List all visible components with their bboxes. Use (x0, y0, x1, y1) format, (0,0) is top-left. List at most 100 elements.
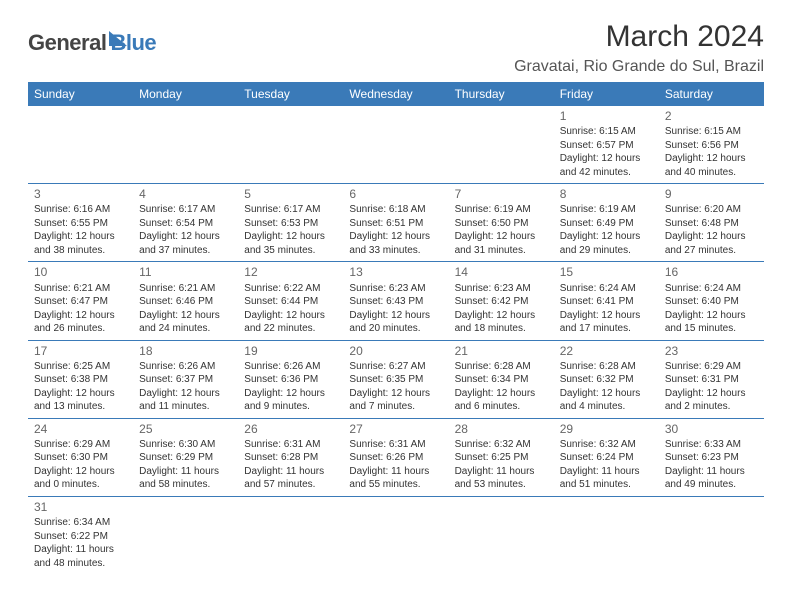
daylight-text: Daylight: 12 hours (244, 309, 337, 323)
sunrise-text: Sunrise: 6:26 AM (139, 360, 232, 374)
sunrise-text: Sunrise: 6:19 AM (455, 203, 548, 217)
calendar-cell: 3Sunrise: 6:16 AMSunset: 6:55 PMDaylight… (28, 184, 133, 262)
daylight-text: Daylight: 12 hours (139, 309, 232, 323)
calendar-row: 24Sunrise: 6:29 AMSunset: 6:30 PM Dayligh… (28, 418, 764, 496)
weekday-header: Wednesday (343, 82, 448, 106)
daylight-text: and 13 minutes. (34, 400, 127, 414)
calendar-cell (28, 106, 133, 184)
location-subtitle: Gravatai, Rio Grande do Sul, Brazil (514, 58, 764, 76)
day-number: 28 (455, 421, 548, 437)
day-number: 6 (349, 186, 442, 202)
calendar-cell: 20Sunrise: 6:27 AMSunset: 6:35 PMDayligh… (343, 340, 448, 418)
day-number: 3 (34, 186, 127, 202)
day-number: 22 (560, 343, 653, 359)
calendar-row: 17Sunrise: 6:25 AMSunset: 6:38 PMDayligh… (28, 340, 764, 418)
daylight-text: Daylight: 12 hours (455, 309, 548, 323)
calendar-cell: 21Sunrise: 6:28 AMSunset: 6:34 PMDayligh… (449, 340, 554, 418)
daylight-text: and 58 minutes. (139, 478, 232, 492)
daylight-text: Daylight: 11 hours (349, 465, 442, 479)
daylight-text: and 6 minutes. (455, 400, 548, 414)
sunset-text: Sunset: 6:29 PM (139, 451, 232, 465)
sunset-text: Sunset: 6:31 PM (665, 373, 758, 387)
calendar-cell: 29Sunrise: 6:32 AMSunset: 6:24 PMDayligh… (554, 418, 659, 496)
calendar-cell: 18Sunrise: 6:26 AMSunset: 6:37 PMDayligh… (133, 340, 238, 418)
sunset-text: Sunset: 6:23 PM (665, 451, 758, 465)
calendar-cell: 16Sunrise: 6:24 AMSunset: 6:40 PMDayligh… (659, 262, 764, 340)
daylight-text: Daylight: 12 hours (349, 309, 442, 323)
daylight-text: and 20 minutes. (349, 322, 442, 336)
sunrise-text: Sunrise: 6:33 AM (665, 438, 758, 452)
day-number: 27 (349, 421, 442, 437)
day-number: 26 (244, 421, 337, 437)
daylight-text: and 31 minutes. (455, 244, 548, 258)
sunrise-text: Sunrise: 6:31 AM (349, 438, 442, 452)
weekday-header: Sunday (28, 82, 133, 106)
day-number: 7 (455, 186, 548, 202)
calendar-cell: 19Sunrise: 6:26 AMSunset: 6:36 PMDayligh… (238, 340, 343, 418)
calendar-cell (659, 496, 764, 574)
daylight-text: and 51 minutes. (560, 478, 653, 492)
sunset-text: Sunset: 6:34 PM (455, 373, 548, 387)
sunrise-text: Sunrise: 6:29 AM (34, 438, 127, 452)
calendar-cell (449, 496, 554, 574)
calendar-row: 1Sunrise: 6:15 AMSunset: 6:57 PMDaylight… (28, 106, 764, 184)
logo-text-blue: Blue (110, 30, 156, 56)
daylight-text: and 18 minutes. (455, 322, 548, 336)
logo: General Blue (28, 20, 156, 56)
sunset-text: Sunset: 6:57 PM (560, 139, 653, 153)
calendar-row: 3Sunrise: 6:16 AMSunset: 6:55 PMDaylight… (28, 184, 764, 262)
daylight-text: and 11 minutes. (139, 400, 232, 414)
daylight-text: Daylight: 12 hours (139, 230, 232, 244)
day-number: 15 (560, 264, 653, 280)
sunset-text: Sunset: 6:35 PM (349, 373, 442, 387)
daylight-text: and 49 minutes. (665, 478, 758, 492)
daylight-text: Daylight: 12 hours (34, 230, 127, 244)
daylight-text: and 2 minutes. (665, 400, 758, 414)
daylight-text: Daylight: 12 hours (455, 387, 548, 401)
weekday-header: Tuesday (238, 82, 343, 106)
day-number: 8 (560, 186, 653, 202)
day-number: 12 (244, 264, 337, 280)
daylight-text: Daylight: 11 hours (244, 465, 337, 479)
logo-text-general: General (28, 30, 106, 56)
calendar-cell (343, 496, 448, 574)
calendar-table: Sunday Monday Tuesday Wednesday Thursday… (28, 82, 764, 574)
sunrise-text: Sunrise: 6:32 AM (560, 438, 653, 452)
page-title: March 2024 (514, 20, 764, 54)
sunset-text: Sunset: 6:53 PM (244, 217, 337, 231)
sunrise-text: Sunrise: 6:20 AM (665, 203, 758, 217)
daylight-text: and 24 minutes. (139, 322, 232, 336)
sunset-text: Sunset: 6:30 PM (34, 451, 127, 465)
daylight-text: Daylight: 12 hours (244, 387, 337, 401)
sunrise-text: Sunrise: 6:24 AM (560, 282, 653, 296)
sunrise-text: Sunrise: 6:28 AM (560, 360, 653, 374)
day-number: 23 (665, 343, 758, 359)
day-number: 24 (34, 421, 127, 437)
calendar-cell (238, 496, 343, 574)
calendar-cell: 11Sunrise: 6:21 AMSunset: 6:46 PMDayligh… (133, 262, 238, 340)
sunset-text: Sunset: 6:51 PM (349, 217, 442, 231)
daylight-text: and 35 minutes. (244, 244, 337, 258)
daylight-text: and 9 minutes. (244, 400, 337, 414)
daylight-text: and 15 minutes. (665, 322, 758, 336)
daylight-text: Daylight: 11 hours (455, 465, 548, 479)
daylight-text: and 37 minutes. (139, 244, 232, 258)
sunrise-text: Sunrise: 6:28 AM (455, 360, 548, 374)
calendar-cell: 22Sunrise: 6:28 AMSunset: 6:32 PMDayligh… (554, 340, 659, 418)
day-number: 13 (349, 264, 442, 280)
sunrise-text: Sunrise: 6:29 AM (665, 360, 758, 374)
calendar-cell (343, 106, 448, 184)
sunset-text: Sunset: 6:43 PM (349, 295, 442, 309)
calendar-cell: 31Sunrise: 6:34 AMSunset: 6:22 PMDayligh… (28, 496, 133, 574)
day-number: 18 (139, 343, 232, 359)
calendar-cell: 2Sunrise: 6:15 AMSunset: 6:56 PMDaylight… (659, 106, 764, 184)
calendar-cell: 10Sunrise: 6:21 AMSunset: 6:47 PMDayligh… (28, 262, 133, 340)
daylight-text: and 7 minutes. (349, 400, 442, 414)
calendar-body: 1Sunrise: 6:15 AMSunset: 6:57 PMDaylight… (28, 106, 764, 574)
daylight-text: Daylight: 12 hours (560, 152, 653, 166)
daylight-text: and 53 minutes. (455, 478, 548, 492)
sunrise-text: Sunrise: 6:34 AM (34, 516, 127, 530)
sunrise-text: Sunrise: 6:17 AM (139, 203, 232, 217)
title-block: March 2024 Gravatai, Rio Grande do Sul, … (514, 20, 764, 76)
daylight-text: Daylight: 12 hours (244, 230, 337, 244)
